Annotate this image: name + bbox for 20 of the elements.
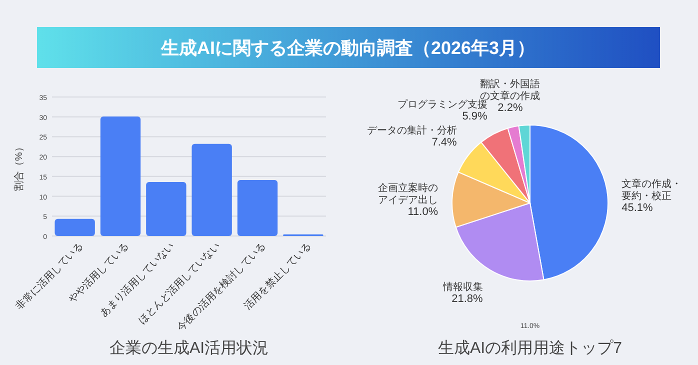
slice-label: 企画立案時のアイデア出し bbox=[378, 182, 438, 206]
y-axis-title: 割合（%） bbox=[13, 142, 25, 191]
text: 生成AIの利用用途トップ7 bbox=[438, 339, 622, 357]
slice-label: プログラミング支援 bbox=[397, 98, 488, 111]
slice-label: データの集計・分析 bbox=[366, 124, 457, 136]
slice-label: 文章の作成・要約・校正 bbox=[622, 178, 682, 202]
data-label: 21.8% bbox=[452, 292, 483, 305]
bar bbox=[146, 182, 186, 236]
slice-label: 情報収集 bbox=[442, 280, 483, 293]
bar bbox=[54, 218, 95, 236]
bar bbox=[100, 116, 141, 236]
text: 企業の生成AI活用状況 bbox=[109, 339, 269, 357]
data-label: 2.2% bbox=[498, 102, 523, 114]
data-label: 45.1% bbox=[622, 202, 654, 214]
text: 生成AIに関する企業の動向調査（2026年3月） bbox=[160, 38, 536, 58]
data-label: 5.9% bbox=[462, 110, 488, 123]
bar bbox=[237, 180, 278, 236]
bar bbox=[192, 144, 232, 236]
data-label: 7.4% bbox=[432, 136, 458, 148]
data-label: 11.0% bbox=[408, 206, 438, 218]
